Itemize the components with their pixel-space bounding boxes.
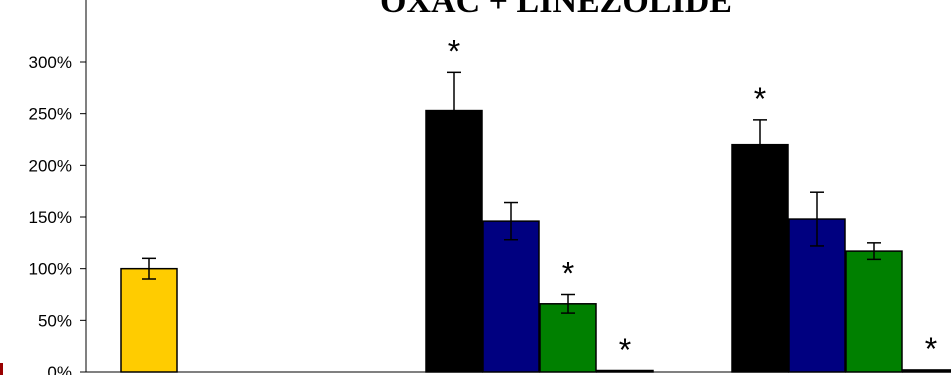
- significance-marker: *: [925, 331, 937, 367]
- y-tick-label: 150%: [29, 208, 72, 227]
- bar: [482, 220, 540, 373]
- bar: [425, 109, 483, 373]
- bar: [596, 369, 654, 373]
- significance-marker: *: [619, 332, 631, 368]
- edge-marker: [0, 363, 3, 375]
- y-axis-ticks: 0% 50% 100% 150% 200% 250% 300%: [29, 53, 86, 375]
- y-tick-label: 100%: [29, 260, 72, 279]
- bar: [845, 250, 903, 373]
- bar: [731, 143, 789, 373]
- chart-title: OXAC + LINEZOLIDE: [380, 0, 732, 20]
- y-tick-label: 0%: [47, 363, 72, 375]
- significance-marker: *: [754, 81, 766, 117]
- y-tick-label: 300%: [29, 53, 72, 72]
- bar: [902, 369, 951, 373]
- significance-marker: *: [448, 33, 460, 69]
- bar: [539, 303, 597, 373]
- bar: [120, 267, 178, 373]
- y-tick-label: 250%: [29, 105, 72, 124]
- y-tick-label: 50%: [38, 311, 72, 330]
- significance-marker: *: [562, 256, 574, 292]
- bars: * * * * *: [120, 33, 951, 373]
- y-tick-label: 200%: [29, 156, 72, 175]
